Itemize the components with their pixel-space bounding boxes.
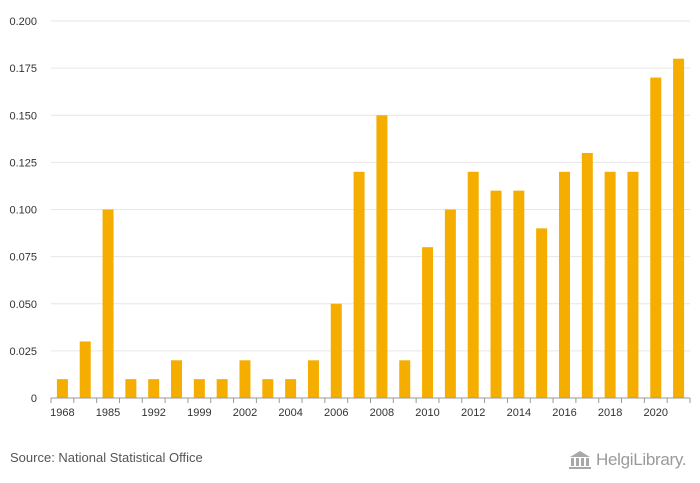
bar-2008 [376, 115, 388, 398]
bar-2000 [216, 379, 228, 398]
helgi-library-logo: HelgiLibrary. [568, 448, 687, 472]
y-tick-label: 0.100 [9, 205, 37, 217]
bar-1999 [193, 379, 205, 398]
source-note: Source: National Statistical Office [10, 450, 203, 465]
bar-2015 [536, 228, 548, 398]
x-tick-label-2002: 2002 [233, 407, 257, 419]
bar-2005 [307, 360, 319, 398]
x-tick-label-2006: 2006 [324, 407, 348, 419]
x-tick-label-1999: 1999 [187, 407, 211, 419]
x-tick-label-2014: 2014 [507, 407, 531, 419]
y-tick-label: 0 [31, 393, 37, 405]
bar-2007 [353, 171, 365, 398]
bar-2019 [627, 171, 639, 398]
bar-1985 [102, 209, 114, 398]
bar-2004 [285, 379, 297, 398]
bar-1990 [125, 379, 137, 398]
bar-2011 [444, 209, 456, 398]
x-tick-label-2008: 2008 [370, 407, 394, 419]
x-tick-label-1985: 1985 [96, 407, 120, 419]
y-tick-label: 0.125 [9, 157, 37, 169]
bar-1980 [79, 341, 91, 398]
brand-name: HelgiLibrary. [596, 450, 687, 469]
bar-1992 [148, 379, 160, 398]
bar-2014 [513, 190, 525, 398]
x-tick-label-2004: 2004 [278, 407, 302, 419]
bar-2003 [262, 379, 274, 398]
gridlines [51, 20, 690, 352]
y-tick-label: 0.025 [9, 346, 37, 358]
bar-2002 [239, 360, 251, 398]
y-tick-label: 0.150 [9, 110, 37, 122]
x-tick-label-2016: 2016 [552, 407, 576, 419]
bars [56, 58, 685, 399]
x-axis-ticks [50, 398, 691, 403]
y-tick-label: 0.075 [9, 252, 37, 264]
bar-1995 [171, 360, 183, 398]
bar-2016 [558, 171, 570, 398]
x-tick-label-1968: 1968 [50, 407, 74, 419]
bar-2009 [399, 360, 411, 398]
bar-2020 [650, 77, 662, 399]
library-building-icon [569, 451, 591, 469]
x-tick-label-1992: 1992 [141, 407, 165, 419]
x-tick-label-2018: 2018 [598, 407, 622, 419]
bar-2010 [422, 247, 434, 398]
bar-2018 [604, 171, 616, 398]
y-axis-labels: 0 0.025 0.050 0.075 0.100 0.125 0.150 0.175 0.20… [9, 16, 37, 405]
x-tick-label-2020: 2020 [644, 407, 668, 419]
bar-2013 [490, 190, 502, 398]
bar-2021 [673, 58, 685, 398]
bar-chart: 0 0.025 0.050 0.075 0.100 0.125 0.150 0.175 0.20… [9, 16, 691, 419]
bar-2017 [581, 152, 593, 398]
y-tick-label: 0.050 [9, 299, 37, 311]
bar-2012 [467, 171, 479, 398]
y-tick-label: 0.175 [9, 63, 37, 75]
x-tick-label-2012: 2012 [461, 407, 485, 419]
x-axis-labels: 1968 1985 1992 1999 2002 2004 2006 2008 2010 2012… [50, 407, 668, 419]
bar-2006 [330, 303, 342, 398]
y-tick-label: 0.200 [9, 16, 37, 28]
x-tick-label-2010: 2010 [415, 407, 439, 419]
bar-1968 [56, 379, 68, 398]
